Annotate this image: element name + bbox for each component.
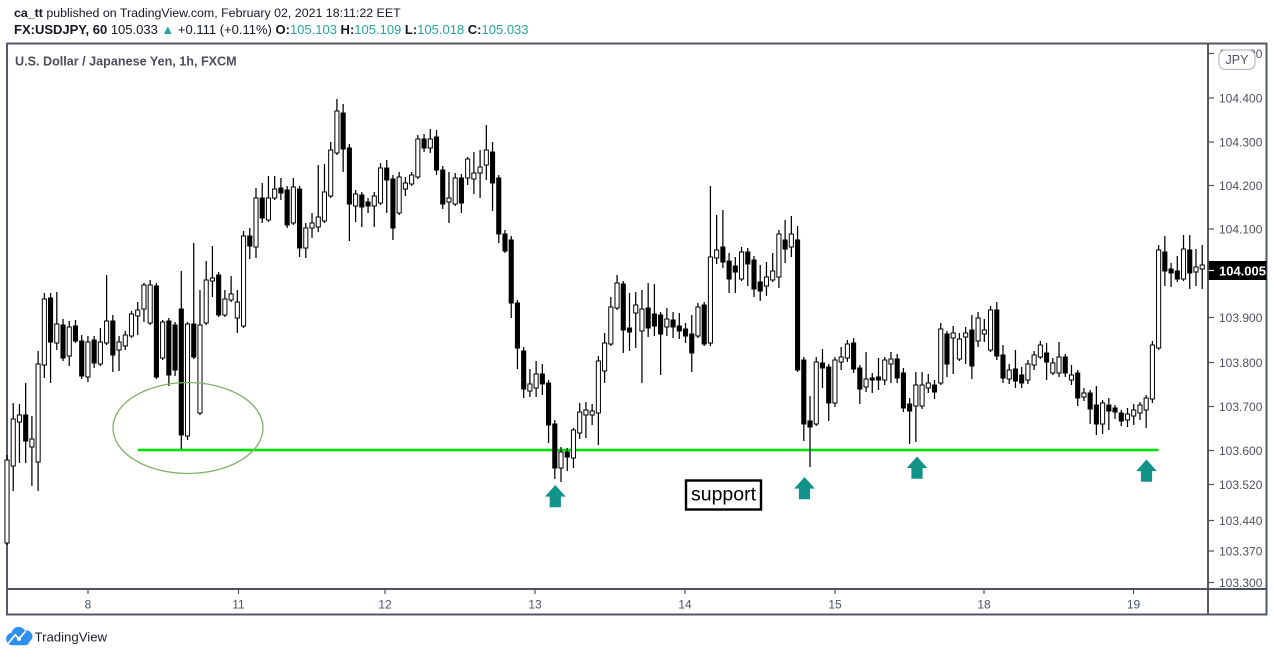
svg-text:103.700: 103.700	[1219, 400, 1263, 414]
svg-text:ca_tt published on TradingView: ca_tt published on TradingView.com, Febr…	[14, 6, 401, 20]
svg-text:support: support	[691, 484, 757, 506]
svg-text:18: 18	[977, 598, 991, 612]
svg-text:104.100: 104.100	[1219, 223, 1263, 237]
svg-text:TradingView: TradingView	[35, 630, 108, 645]
svg-text:13: 13	[528, 598, 542, 612]
svg-text:103.600: 103.600	[1219, 444, 1263, 458]
svg-text:103.800: 103.800	[1219, 356, 1263, 370]
svg-text:104.005: 104.005	[1219, 264, 1266, 279]
svg-text:103.900: 103.900	[1219, 311, 1263, 325]
svg-text:104.400: 104.400	[1219, 92, 1263, 106]
svg-text:8: 8	[85, 598, 92, 612]
svg-text:103.440: 103.440	[1219, 514, 1263, 528]
svg-text:U.S. Dollar / Japanese Yen, 1h: U.S. Dollar / Japanese Yen, 1h, FXCM	[15, 55, 237, 69]
svg-text:19: 19	[1127, 598, 1141, 612]
svg-text:104.300: 104.300	[1219, 136, 1263, 150]
svg-text:FX:USDJPY, 60 105.033 ▲ +0.111: FX:USDJPY, 60 105.033 ▲ +0.111 (+0.11%) …	[14, 22, 529, 37]
svg-text:12: 12	[378, 598, 392, 612]
svg-text:104.200: 104.200	[1219, 179, 1263, 193]
svg-text:11: 11	[232, 598, 245, 612]
svg-text:103.300: 103.300	[1219, 576, 1263, 590]
svg-text:103.370: 103.370	[1219, 545, 1263, 559]
svg-text:103.520: 103.520	[1219, 478, 1263, 492]
svg-text:JPY: JPY	[1226, 53, 1250, 67]
svg-text:15: 15	[828, 598, 842, 612]
svg-text:14: 14	[678, 598, 692, 612]
